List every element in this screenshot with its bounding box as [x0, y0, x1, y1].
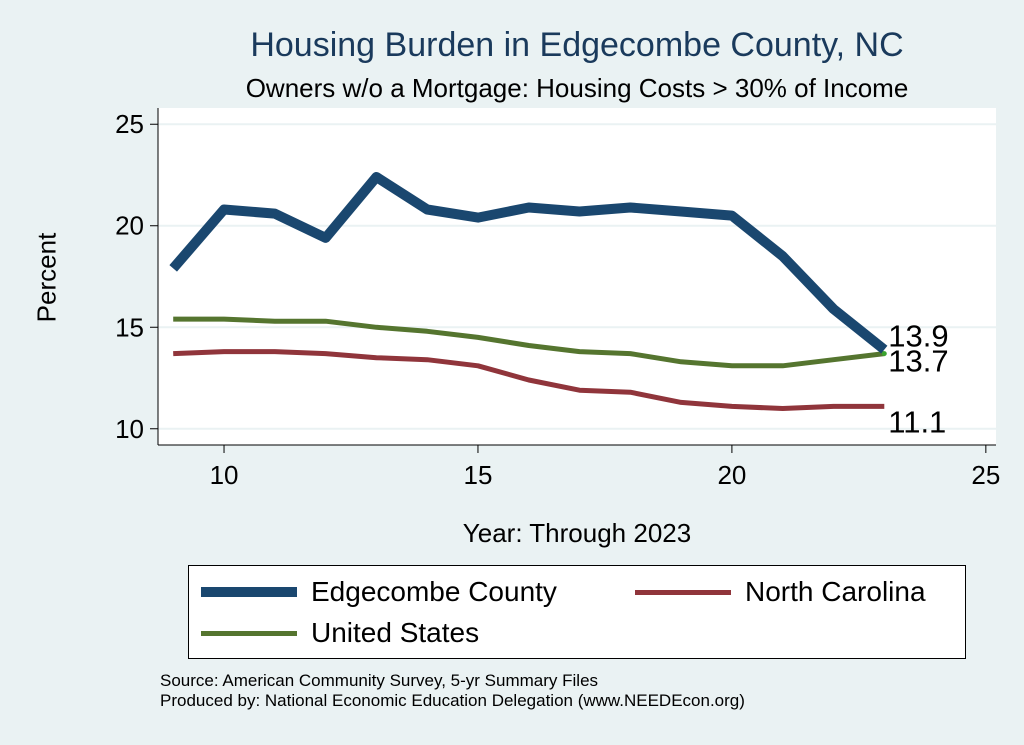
- legend-swatch-north-carolina: [635, 589, 731, 595]
- x-axis-label: Year: Through 2023: [462, 518, 692, 548]
- legend-label-united-states: United States: [311, 617, 480, 648]
- series-end-marker-united-states: [881, 351, 887, 357]
- legend-swatch-united-states: [201, 630, 297, 636]
- series-line-edgecombe-county: [169, 172, 888, 354]
- legend-label-north-carolina: North Carolina: [745, 576, 926, 607]
- source-note: Source: American Community Survey, 5-yr …: [160, 671, 745, 711]
- chart-subtitle: Owners w/o a Mortgage: Housing Costs > 3…: [245, 73, 909, 103]
- y-tick-label-10: 10: [115, 414, 144, 444]
- plot-background: [158, 108, 996, 445]
- legend-label-edgecombe: Edgecombe County: [311, 576, 557, 607]
- x-tick-label-15: 15: [464, 460, 493, 490]
- legend-item-edgecombe: Edgecombe County: [201, 576, 557, 608]
- y-tick-label-25: 25: [115, 109, 144, 139]
- end-label-edgecombe-county: 13.9: [888, 319, 948, 354]
- legend-item-united-states: United States: [201, 617, 479, 649]
- series-line-united-states: [173, 316, 885, 369]
- produced-by-line: Produced by: National Economic Education…: [160, 691, 745, 710]
- x-tick-label-20: 20: [717, 460, 746, 490]
- legend-item-north-carolina: North Carolina: [635, 576, 926, 608]
- x-tick-label-25: 25: [971, 460, 1000, 490]
- y-axis-label: Percent: [31, 232, 62, 323]
- y-tick-label-15: 15: [115, 312, 144, 342]
- end-label-north-carolina: 11.1: [888, 404, 946, 439]
- end-label-united-states: 13.7: [888, 344, 948, 379]
- chart-title: Housing Burden in Edgecombe County, NC: [250, 26, 904, 64]
- legend-swatch-edgecombe: [201, 587, 297, 597]
- series-line-north-carolina: [173, 349, 885, 411]
- y-tick-label-20: 20: [115, 211, 144, 241]
- legend: Edgecombe County North Carolina United S…: [188, 565, 966, 659]
- source-line: Source: American Community Survey, 5-yr …: [160, 671, 599, 690]
- x-tick-label-10: 10: [210, 460, 239, 490]
